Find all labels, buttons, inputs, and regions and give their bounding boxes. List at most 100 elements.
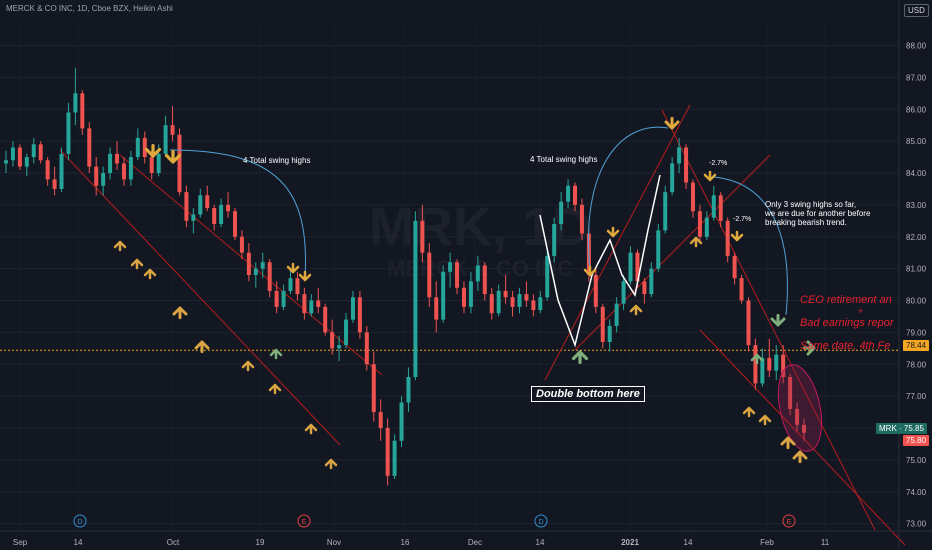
candle-body bbox=[4, 160, 8, 164]
candle-body bbox=[600, 306, 605, 342]
candle-body bbox=[31, 144, 36, 158]
candle-body bbox=[350, 297, 355, 320]
arrow-up-icon bbox=[304, 423, 318, 435]
y-tick-label: 80.00 bbox=[906, 297, 927, 306]
candle-body bbox=[781, 354, 786, 377]
arrow-down-icon bbox=[606, 226, 620, 238]
candle-body bbox=[378, 412, 383, 428]
event-marker-label: E bbox=[302, 519, 307, 526]
y-tick-label: 88.00 bbox=[906, 42, 927, 51]
swing-highs-label-mid: 4 Total swing highs bbox=[530, 155, 598, 164]
candle-body bbox=[441, 271, 446, 320]
candle-body bbox=[607, 326, 612, 342]
candle-body bbox=[767, 357, 772, 371]
candle-body bbox=[205, 195, 210, 209]
candle-body bbox=[579, 204, 584, 234]
swing-note-line-1: Only 3 swing highs so far, bbox=[765, 200, 857, 209]
highlight-ellipse bbox=[777, 364, 823, 452]
ceo-retirement-note: CEO retirement an bbox=[800, 294, 892, 306]
arrow-down-icon bbox=[664, 116, 680, 130]
candle-body bbox=[725, 220, 730, 256]
symbol-header[interactable]: MERCK & CO INC, 1D, Cboe BZX, Heikin Ash… bbox=[6, 4, 173, 13]
y-tick-label: 87.00 bbox=[906, 73, 927, 82]
candle-body bbox=[357, 297, 362, 333]
swing-note-line-3: breaking bearish trend. bbox=[765, 218, 847, 227]
candle-body bbox=[177, 134, 182, 193]
candle-body bbox=[524, 294, 529, 301]
trend-line bbox=[119, 154, 383, 376]
y-tick-label: 77.00 bbox=[906, 392, 927, 401]
x-tick-label: 11 bbox=[821, 538, 830, 547]
candle-body bbox=[226, 204, 231, 212]
arrow-up-icon bbox=[268, 383, 282, 395]
arrow-down-icon bbox=[703, 170, 717, 182]
candle-body bbox=[156, 153, 161, 173]
candle-body bbox=[24, 157, 29, 167]
x-tick-label: Nov bbox=[327, 538, 341, 547]
y-tick-label: 74.00 bbox=[906, 488, 927, 497]
arrow-up-icon bbox=[130, 258, 144, 270]
candle-body bbox=[323, 306, 328, 333]
candle-body bbox=[656, 230, 661, 269]
swing-arc-right bbox=[711, 176, 788, 316]
candle-body bbox=[413, 220, 418, 377]
candle-body bbox=[38, 144, 43, 161]
candle-body bbox=[642, 281, 647, 295]
candle-body bbox=[87, 128, 92, 167]
candle-body bbox=[448, 262, 453, 272]
candle-body bbox=[427, 252, 432, 298]
candle-body bbox=[385, 428, 390, 476]
y-tick-label: 78.00 bbox=[906, 360, 927, 369]
candle-body bbox=[739, 278, 744, 301]
candle-body bbox=[690, 182, 695, 212]
candle-body bbox=[399, 402, 404, 441]
candle-body bbox=[45, 160, 50, 180]
trend-line bbox=[59, 149, 341, 446]
currency-button[interactable]: USD bbox=[904, 4, 929, 17]
candle-body bbox=[232, 211, 237, 237]
arrow-down-icon bbox=[770, 313, 786, 327]
candle-body bbox=[760, 357, 765, 384]
arrow-down-icon bbox=[730, 230, 744, 242]
event-marker-label: D bbox=[77, 519, 82, 526]
candle-body bbox=[406, 377, 411, 403]
candle-body bbox=[94, 166, 99, 186]
drawings bbox=[113, 116, 823, 470]
x-tick-label: 16 bbox=[401, 538, 410, 547]
x-tick-label: 19 bbox=[256, 538, 265, 547]
candle-body bbox=[510, 297, 515, 307]
x-tick-label: Feb bbox=[760, 538, 774, 547]
candle-body bbox=[718, 195, 723, 221]
candle-body bbox=[52, 179, 57, 189]
double-bottom-callout: Double bottom here bbox=[531, 386, 645, 402]
candle-body bbox=[66, 112, 71, 154]
trend-line bbox=[574, 154, 771, 351]
swing-arc-left bbox=[169, 149, 307, 279]
candle-body bbox=[253, 268, 258, 275]
y-tick-label: 82.00 bbox=[906, 233, 927, 242]
candle-body bbox=[219, 204, 224, 224]
arrow-up-icon bbox=[750, 353, 764, 365]
candle-body bbox=[538, 297, 543, 311]
candle-body bbox=[344, 319, 349, 346]
candle-body bbox=[309, 300, 314, 314]
close-price-tag: 75.80 bbox=[903, 435, 930, 446]
candle-body bbox=[330, 332, 335, 349]
candle-body bbox=[802, 424, 806, 433]
trend-line bbox=[544, 104, 691, 381]
candle-body bbox=[475, 265, 480, 282]
candle-body bbox=[212, 208, 217, 224]
trend-line bbox=[661, 109, 876, 531]
candle-body bbox=[635, 252, 640, 282]
pct-label-2: -2.7% bbox=[733, 216, 752, 223]
candle-body bbox=[17, 147, 22, 167]
dividend-marker bbox=[534, 514, 548, 528]
trend-lines bbox=[0, 104, 906, 546]
x-tick-label: Oct bbox=[167, 538, 180, 547]
arrow-up-icon bbox=[571, 350, 589, 365]
candle-body bbox=[184, 192, 189, 221]
candle-body bbox=[788, 377, 793, 409]
x-tick-label: 2021 bbox=[621, 538, 639, 547]
